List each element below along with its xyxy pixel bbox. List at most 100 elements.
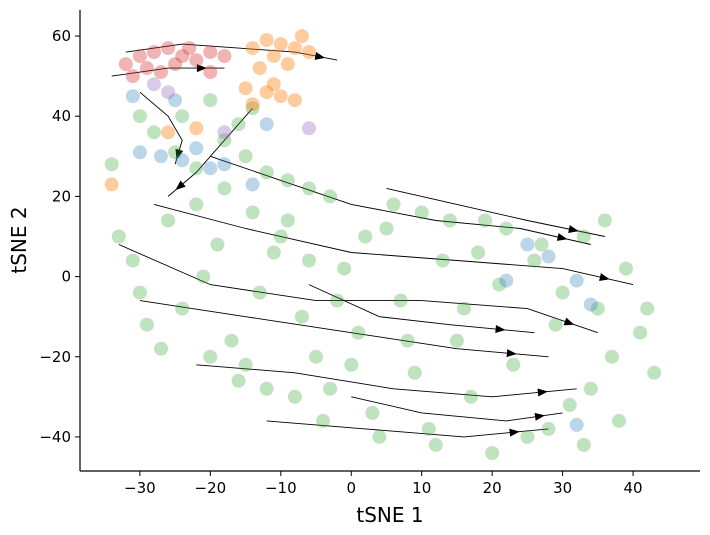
scatter-point bbox=[161, 213, 176, 228]
scatter-point bbox=[485, 446, 500, 460]
scatter-point bbox=[309, 349, 323, 364]
scatter-point bbox=[259, 117, 274, 132]
scatter-point bbox=[612, 413, 626, 428]
x-tick-label: 20 bbox=[483, 479, 502, 497]
scatter-point bbox=[154, 65, 168, 80]
scatter-point bbox=[147, 125, 161, 140]
scatter-point bbox=[104, 157, 119, 172]
scatter-point bbox=[302, 253, 316, 268]
scatter-point bbox=[464, 389, 478, 404]
x-tick-label: 40 bbox=[624, 479, 643, 497]
y-tick-label: 40 bbox=[52, 107, 71, 125]
x-tick-label: −10 bbox=[265, 479, 297, 497]
scatter-point bbox=[125, 89, 140, 104]
axes bbox=[79, 10, 700, 472]
scatter-point bbox=[217, 181, 232, 196]
scatter-point bbox=[238, 357, 253, 372]
scatter-point bbox=[196, 269, 211, 284]
streamline-arrowhead bbox=[314, 52, 326, 60]
streamline-arrowhead bbox=[537, 388, 548, 397]
scatter-point bbox=[287, 389, 302, 404]
streamline-arrowhead bbox=[175, 148, 184, 160]
scatter-point bbox=[245, 205, 260, 220]
scatter-point bbox=[323, 381, 338, 396]
scatter-point bbox=[238, 149, 253, 164]
scatter-point bbox=[442, 213, 457, 228]
y-tick-label: 20 bbox=[52, 187, 71, 205]
scatter-point bbox=[555, 285, 570, 300]
scatter-point bbox=[189, 197, 204, 212]
streamline-arrowhead bbox=[568, 225, 579, 233]
scatter-point bbox=[175, 109, 190, 124]
scatter-point bbox=[147, 77, 161, 92]
scatter-point bbox=[435, 253, 450, 268]
streamline-arrowhead bbox=[599, 273, 610, 281]
streamline bbox=[118, 244, 598, 334]
scatter-point bbox=[583, 381, 598, 396]
scatter-point bbox=[548, 317, 563, 332]
scatter-point bbox=[168, 145, 183, 160]
scatter-point bbox=[619, 261, 633, 276]
scatter-point bbox=[168, 57, 183, 72]
scatter-point bbox=[604, 349, 619, 364]
scatter-point bbox=[104, 177, 119, 192]
scatter-point bbox=[562, 397, 577, 412]
scatter-point bbox=[294, 309, 309, 324]
scatter-point bbox=[259, 33, 274, 48]
x-tick-label: 30 bbox=[553, 479, 572, 497]
scatter-point bbox=[175, 153, 190, 168]
y-ticks: −40 −20 0 20 40 60 bbox=[39, 27, 80, 446]
scatter-point bbox=[344, 357, 359, 372]
scatter-point bbox=[168, 93, 183, 108]
scatter-point bbox=[203, 93, 218, 108]
streamline bbox=[386, 187, 605, 237]
scatter-point bbox=[330, 293, 345, 308]
scatter-point bbox=[520, 237, 535, 252]
x-tick-label: −20 bbox=[195, 479, 227, 497]
scatter-point bbox=[414, 205, 429, 220]
scatter-point bbox=[203, 45, 218, 60]
scatter-point bbox=[597, 213, 612, 228]
scatter-point bbox=[541, 421, 556, 436]
streamline-arrowhead bbox=[563, 317, 575, 326]
scatter-point bbox=[337, 261, 352, 276]
streamline bbox=[210, 155, 591, 245]
x-tick-label: −30 bbox=[124, 479, 156, 497]
scatter-point bbox=[647, 365, 662, 380]
scatter-point bbox=[365, 405, 380, 420]
scatter-point bbox=[154, 149, 168, 164]
streamline-arrowhead bbox=[534, 412, 546, 421]
scatter-point bbox=[224, 333, 239, 348]
scatter-point bbox=[287, 93, 302, 108]
scatter-point bbox=[161, 125, 176, 140]
scatter-point bbox=[161, 41, 176, 56]
scatter-point bbox=[175, 49, 190, 64]
scatter-point bbox=[386, 197, 401, 212]
scatter-point bbox=[118, 57, 133, 72]
scatter-point bbox=[189, 121, 204, 136]
scatter-point bbox=[189, 141, 204, 156]
scatter-point bbox=[111, 229, 126, 244]
streamline-arrowhead bbox=[175, 180, 186, 191]
scatter-point bbox=[576, 229, 591, 244]
scatter-point bbox=[478, 213, 493, 228]
scatter-point bbox=[217, 133, 232, 148]
scatter-point bbox=[302, 121, 316, 136]
scatter-point bbox=[132, 285, 147, 300]
scatter-point bbox=[287, 41, 302, 56]
scatter-point bbox=[238, 81, 253, 96]
scatter-point bbox=[132, 49, 147, 64]
scatter-point bbox=[273, 89, 288, 104]
scatter-point bbox=[407, 365, 422, 380]
scatter-point bbox=[210, 237, 225, 252]
scatter-point bbox=[139, 317, 154, 332]
scatter-point bbox=[534, 237, 549, 252]
scatter-point bbox=[280, 173, 295, 188]
scatter-point bbox=[428, 437, 443, 452]
scatter-point bbox=[280, 213, 295, 228]
scatter-point bbox=[217, 157, 232, 172]
scatter-point bbox=[203, 161, 218, 176]
streamline-arrowhead bbox=[196, 64, 207, 73]
scatter-point bbox=[506, 357, 521, 372]
scatter-point bbox=[583, 297, 598, 312]
